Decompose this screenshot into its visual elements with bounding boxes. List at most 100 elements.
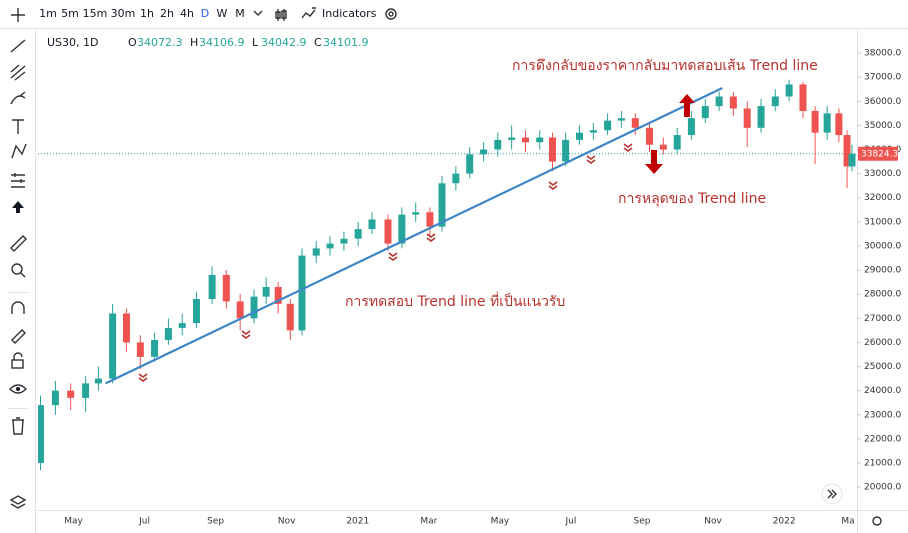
- y-tick-label: 23000.0: [864, 410, 901, 420]
- settings-button-core: [388, 11, 394, 17]
- touch-marker: [138, 373, 148, 382]
- chart-type-button[interactable]: [275, 9, 287, 21]
- last-price-box: [858, 146, 898, 161]
- y-tick-label: 36000.0: [864, 97, 901, 107]
- interval-button[interactable]: M: [235, 7, 245, 20]
- y-tick-label: 28000.0: [864, 290, 901, 300]
- interval-button[interactable]: 1m: [39, 7, 57, 20]
- interval-button[interactable]: W: [217, 7, 228, 20]
- candle-body: [604, 120, 612, 131]
- up-arrow: [679, 94, 695, 117]
- candle-body: [729, 96, 737, 109]
- forecast-tool[interactable]: [11, 173, 25, 188]
- candle-body: [480, 149, 488, 155]
- candle-body: [811, 110, 819, 133]
- crosshair-tool[interactable]: [11, 8, 25, 22]
- touch-marker: [388, 252, 398, 261]
- candle-body: [82, 383, 90, 398]
- interval-dropdown[interactable]: [253, 10, 263, 16]
- y-tick-label: 33000.0: [864, 169, 901, 179]
- candle-body: [354, 229, 362, 239]
- measure-tool[interactable]: [10, 235, 27, 252]
- candle-body: [823, 113, 831, 133]
- y-tick-label: 31000.0: [864, 217, 901, 227]
- brush-tool[interactable]: [10, 91, 26, 105]
- candle-body: [192, 299, 200, 324]
- candle-body: [438, 183, 446, 227]
- candle-body: [617, 118, 625, 121]
- candle-body: [151, 340, 159, 357]
- y-tick-label: 35000.0: [864, 121, 901, 131]
- candle-body: [136, 342, 144, 357]
- indicators-button[interactable]: Indicators: [322, 7, 377, 20]
- candle-body: [848, 153, 856, 167]
- touch-marker: [426, 233, 436, 242]
- legend-value: 34072.3: [137, 36, 183, 49]
- plot-area: [38, 79, 857, 471]
- candle-body: [687, 118, 695, 136]
- zoom-tool[interactable]: [11, 263, 23, 275]
- candle-body: [548, 137, 556, 162]
- candle-body: [494, 139, 502, 150]
- candle-body: [715, 96, 723, 107]
- interval-button[interactable]: 2h: [160, 7, 174, 20]
- interval-button[interactable]: 4h: [180, 7, 194, 20]
- candle-body: [51, 390, 59, 406]
- text-tool[interactable]: [12, 119, 24, 134]
- interval-button[interactable]: 1h: [140, 7, 154, 20]
- candle-body: [673, 135, 681, 150]
- interval-button[interactable]: 30m: [111, 7, 136, 20]
- x-tick-label: Mar: [420, 517, 437, 527]
- candle-body: [398, 214, 406, 244]
- down-arrow: [645, 150, 663, 174]
- candle-body: [466, 154, 474, 174]
- trend-line: [105, 87, 723, 385]
- candle-body: [412, 212, 420, 215]
- touch-marker: [241, 330, 251, 339]
- object-tree[interactable]: [9, 495, 27, 509]
- legend-key: L: [252, 36, 259, 49]
- lock-tool[interactable]: [11, 359, 24, 369]
- legend-key: C: [314, 36, 322, 49]
- candle-body: [384, 219, 392, 244]
- x-tick-label: Ma: [841, 517, 854, 527]
- visibility-tool[interactable]: [9, 384, 27, 394]
- legend-value: 34106.9: [199, 36, 245, 49]
- touch-marker: [586, 155, 596, 164]
- candle-body: [298, 255, 306, 331]
- x-tick-label: May: [491, 517, 510, 527]
- lock-drawing-tool[interactable]: [11, 329, 26, 344]
- candle-body: [222, 274, 230, 302]
- candle-body: [835, 113, 843, 136]
- visibility-pupil: [16, 387, 20, 391]
- candle-body: [575, 132, 583, 140]
- interval-button[interactable]: D: [201, 7, 209, 20]
- interval-button[interactable]: 15m: [83, 7, 108, 20]
- legend-value: 34042.9: [261, 36, 307, 49]
- candle-body: [843, 135, 851, 167]
- settings-button[interactable]: [385, 8, 397, 20]
- candle-body: [631, 118, 639, 128]
- interval-button[interactable]: 5m: [61, 7, 79, 20]
- candle-body: [236, 301, 244, 319]
- delete-tool[interactable]: [12, 417, 24, 435]
- trend-line-tool[interactable]: [10, 39, 26, 53]
- x-tick-label: 2022: [773, 517, 796, 527]
- annotation: การดึงกลับของราคากลับมาทดสอบเส้น Trend l…: [512, 58, 818, 74]
- candle-body: [645, 127, 653, 145]
- symbol-label[interactable]: US30, 1D: [47, 36, 99, 49]
- pattern-tool[interactable]: [11, 143, 27, 159]
- candle-body: [312, 248, 320, 256]
- touch-marker: [623, 143, 633, 152]
- arrow-tool[interactable]: [12, 201, 24, 213]
- candle-body: [785, 84, 793, 97]
- annotation: การหลุดของ Trend line: [618, 191, 766, 207]
- scroll-icon: [827, 489, 837, 499]
- candle-body: [452, 173, 460, 184]
- y-tick-label: 20000.0: [864, 483, 901, 493]
- fib-tool[interactable]: [10, 64, 26, 81]
- axis-settings-button[interactable]: [872, 516, 882, 526]
- y-tick-label: 29000.0: [864, 266, 901, 276]
- magnet-tool[interactable]: [11, 301, 25, 314]
